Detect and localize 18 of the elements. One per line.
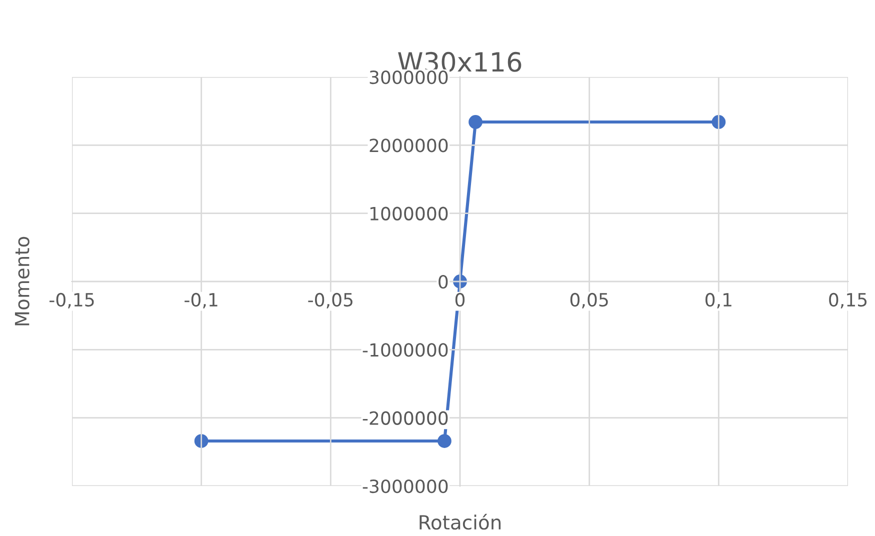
point bbox=[468, 115, 482, 129]
y-axis-title: Momento bbox=[14, 236, 30, 326]
y-tick-label: -2000000 bbox=[362, 411, 448, 425]
x-tick-label: 0 bbox=[455, 292, 465, 307]
y-tick-label: -3000000 bbox=[362, 479, 448, 494]
x-tick-label: -0,15 bbox=[50, 292, 94, 308]
x-tick-label: 0,05 bbox=[570, 292, 608, 308]
x-tick-label: -0,05 bbox=[308, 292, 352, 308]
x-tick-label: -0,1 bbox=[184, 292, 218, 308]
y-tick-label: 2000000 bbox=[370, 138, 448, 152]
y-tick-label: 3000000 bbox=[370, 70, 448, 84]
y-tick-label: -1000000 bbox=[362, 343, 448, 357]
y-tick-label: 1000000 bbox=[370, 206, 448, 220]
x-tick-label: 0,1 bbox=[706, 292, 732, 308]
x-tick-label: 0,15 bbox=[829, 292, 867, 308]
point bbox=[438, 434, 452, 448]
y-tick-label: 0 bbox=[438, 274, 448, 289]
x-axis-title: Rotación bbox=[420, 514, 501, 530]
